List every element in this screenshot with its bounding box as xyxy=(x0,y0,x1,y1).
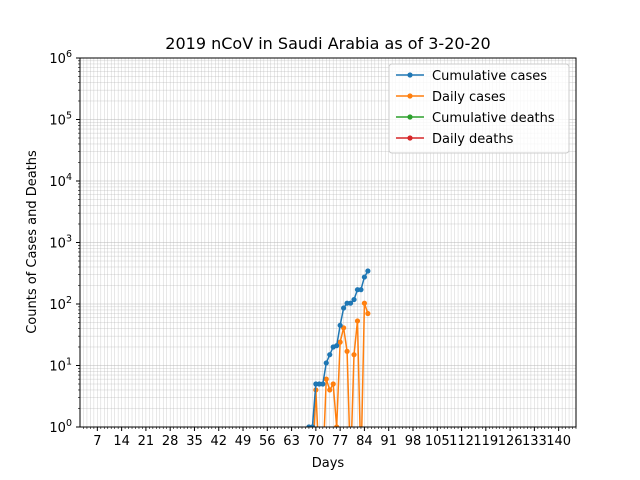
legend-marker-daily-deaths xyxy=(407,135,413,141)
x-tick-label: 49 xyxy=(235,434,252,449)
x-tick-label: 140 xyxy=(546,434,571,449)
x-tick-label: 28 xyxy=(162,434,179,449)
y-tick-label: 104 xyxy=(49,172,72,190)
y-tick-label: 106 xyxy=(49,49,72,67)
data-point-cumulative-cases xyxy=(323,360,329,366)
data-point-daily-cases xyxy=(365,310,371,317)
legend-marker-cumulative-deaths xyxy=(407,114,413,120)
legend-box xyxy=(388,63,570,154)
x-tick-label: 133 xyxy=(522,434,547,449)
data-point-cumulative-cases xyxy=(320,381,326,387)
data-point-cumulative-cases xyxy=(358,287,364,293)
x-tick-label: 63 xyxy=(283,434,300,449)
y-tick-label: 100 xyxy=(49,418,72,436)
data-point-cumulative-cases xyxy=(327,352,333,358)
y-tick-label: 101 xyxy=(49,357,72,375)
data-point-daily-cases xyxy=(361,300,368,306)
data-point-daily-cases xyxy=(323,376,329,382)
x-tick-label: 112 xyxy=(449,434,474,449)
x-tick-label: 126 xyxy=(498,434,523,449)
x-tick-label: 105 xyxy=(425,434,450,449)
data-point-daily-cases xyxy=(344,348,350,354)
chart-title: 2019 nCoV in Saudi Arabia as of 3-20-20 xyxy=(165,34,490,53)
y-tick-label: 103 xyxy=(49,234,72,252)
data-point-daily-cases xyxy=(354,318,361,324)
legend: Cumulative cases Daily cases Cumulative de… xyxy=(388,63,570,154)
y-axis-label: Counts of Cases and Deaths xyxy=(25,150,40,334)
x-tick-label: 56 xyxy=(259,434,276,449)
data-point-cumulative-cases xyxy=(361,274,368,280)
legend-marker-cumulative-cases xyxy=(407,72,413,78)
x-tick-label: 7 xyxy=(93,434,101,449)
x-tick-label: 21 xyxy=(138,434,155,449)
data-point-cumulative-cases xyxy=(365,268,371,274)
plot-series xyxy=(306,268,371,427)
data-point-daily-cases xyxy=(334,424,340,427)
data-point-daily-cases xyxy=(337,339,343,345)
data-point-cumulative-cases xyxy=(334,343,340,349)
data-point-daily-cases xyxy=(351,352,357,358)
x-tick-label: 42 xyxy=(210,434,227,449)
x-axis-label: Days xyxy=(312,456,345,471)
axis-ticks: 7 14 21 28 35 42 49 56 63 70 77 84 91 98 105 112 119 126 1… xyxy=(49,49,577,449)
legend-marker-daily-cases xyxy=(407,93,413,99)
legend-label-cumulative-cases: Cumulative cases xyxy=(432,69,547,84)
x-tick-label: 98 xyxy=(405,434,422,449)
x-tick-label: 14 xyxy=(113,434,130,449)
data-point-cumulative-cases xyxy=(347,300,354,306)
x-tick-label: 35 xyxy=(186,434,203,449)
x-tick-label: 77 xyxy=(332,434,349,449)
legend-label-cumulative-deaths: Cumulative deaths xyxy=(432,111,555,126)
data-point-cumulative-cases xyxy=(341,305,347,311)
legend-label-daily-cases: Daily cases xyxy=(432,90,506,105)
data-point-daily-cases xyxy=(330,381,336,387)
data-point-cumulative-cases xyxy=(351,296,357,303)
legend-label-daily-deaths: Daily deaths xyxy=(432,132,514,147)
data-point-cumulative-cases xyxy=(337,322,343,328)
x-tick-label: 91 xyxy=(380,434,397,449)
series-cumulative-cases xyxy=(306,268,371,427)
y-tick-label: 102 xyxy=(49,295,72,313)
data-point-cumulative-cases xyxy=(309,424,315,427)
x-tick-label: 84 xyxy=(356,434,373,449)
y-tick-label: 105 xyxy=(49,111,72,129)
x-tick-label: 70 xyxy=(308,434,325,449)
x-tick-label: 119 xyxy=(473,434,498,449)
data-point-daily-cases xyxy=(327,387,333,393)
